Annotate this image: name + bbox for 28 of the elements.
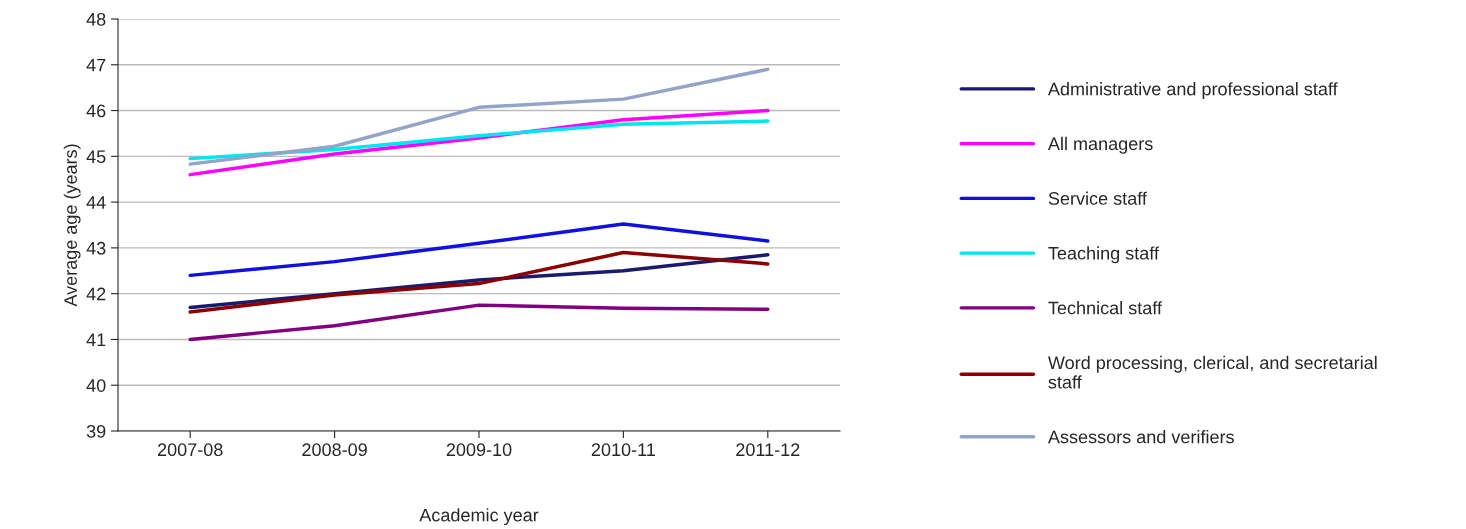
legend-label: Assessors and verifiers (1047, 430, 1234, 444)
y-tick-label: 46 (86, 104, 106, 118)
legend-label: Technical staff (1048, 301, 1163, 315)
legend-label: Teaching staff (1048, 246, 1160, 264)
line-series (188, 119, 770, 161)
y-tick-label: 43 (86, 241, 106, 255)
y-tick-label: 45 (86, 150, 106, 164)
legend-label: Service staff (1048, 191, 1147, 205)
x-tick-label: 2011-12 (736, 443, 800, 457)
y-tick-label: 48 (86, 12, 106, 26)
y-axis-title: Average age (years) (63, 144, 81, 307)
x-axis-title: Academic year (419, 508, 539, 526)
y-tick-label: 40 (86, 379, 106, 392)
y-tick-label: 47 (86, 58, 106, 72)
x-tick-label: 2007-08 (157, 443, 223, 457)
line-series (188, 67, 770, 166)
x-tick-label: 2010-11 (591, 443, 655, 457)
y-tick-label: 41 (86, 333, 106, 346)
legend-label: Administrative and professional staff (1047, 82, 1338, 99)
x-tick-label: 2008-09 (302, 443, 367, 457)
x-tick-label: 2009-10 (446, 443, 512, 457)
line-series (188, 222, 770, 278)
y-tick-label: 44 (86, 196, 106, 209)
y-tick-label: 39 (86, 424, 106, 438)
legend-label: All managers (1047, 136, 1153, 154)
line-series (188, 303, 770, 342)
y-tick-label: 42 (86, 287, 106, 301)
legend-label: Word processing, clerical, and secretarial staff (1048, 355, 1377, 389)
